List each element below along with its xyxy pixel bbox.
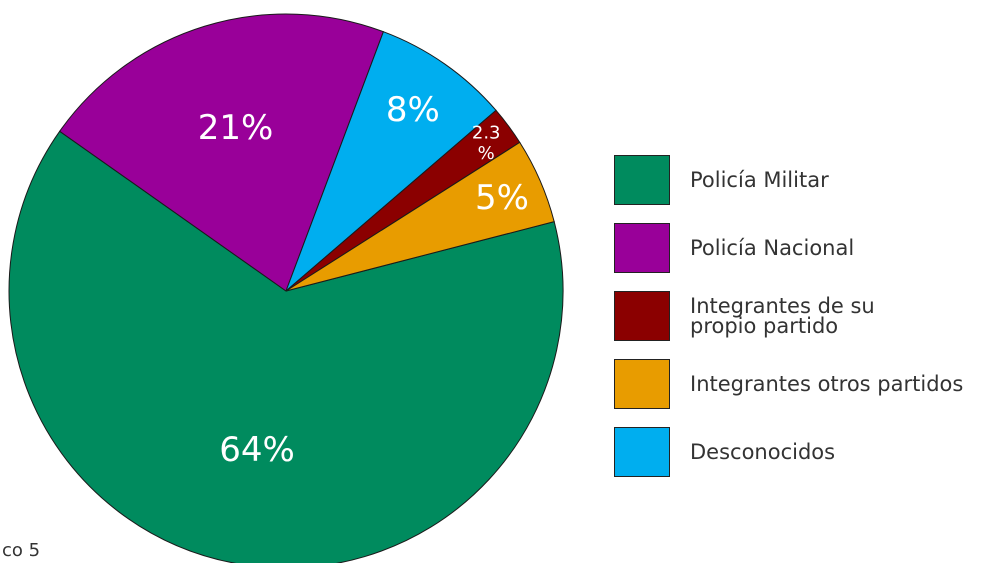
- legend-item-policia-militar: Policía Militar: [614, 155, 989, 205]
- legend-label-otros-partidos: Integrantes otros partidos: [690, 372, 964, 396]
- legend-swatch-desconocidos: [614, 427, 670, 477]
- pie-slice-4: [285, 141, 555, 292]
- legend-swatch-propio-partido: [614, 291, 670, 341]
- slice-label-1: 21%: [198, 108, 274, 148]
- legend-item-otros-partidos: Integrantes otros partidos: [614, 359, 989, 409]
- pie-slice-2: [285, 31, 497, 292]
- slice-label-2: 8%: [386, 90, 440, 130]
- legend-label-desconocidos: Desconocidos: [690, 440, 836, 464]
- legend-swatch-otros-partidos: [614, 359, 670, 409]
- legend-item-desconocidos: Desconocidos: [614, 427, 989, 477]
- legend-item-policia-nacional: Policía Nacional: [614, 223, 989, 273]
- legend-label-propio-partido: Integrantes de su propio partido: [690, 294, 875, 338]
- slice-label-3: 2.3%: [472, 122, 501, 164]
- legend-swatch-policia-militar: [614, 155, 670, 205]
- legend-swatch-policia-nacional: [614, 223, 670, 273]
- legend-item-propio-partido: Integrantes de su propio partido: [614, 291, 989, 341]
- legend-label-policia-militar: Policía Militar: [690, 168, 829, 192]
- legend-label-policia-nacional: Policía Nacional: [690, 236, 855, 260]
- slice-label-4: 5%: [475, 178, 529, 218]
- pie-slice-1: [58, 13, 385, 292]
- pie-slice-0: [8, 130, 564, 563]
- slice-label-0: 64%: [219, 430, 295, 470]
- figure-caption: co 5: [2, 540, 41, 561]
